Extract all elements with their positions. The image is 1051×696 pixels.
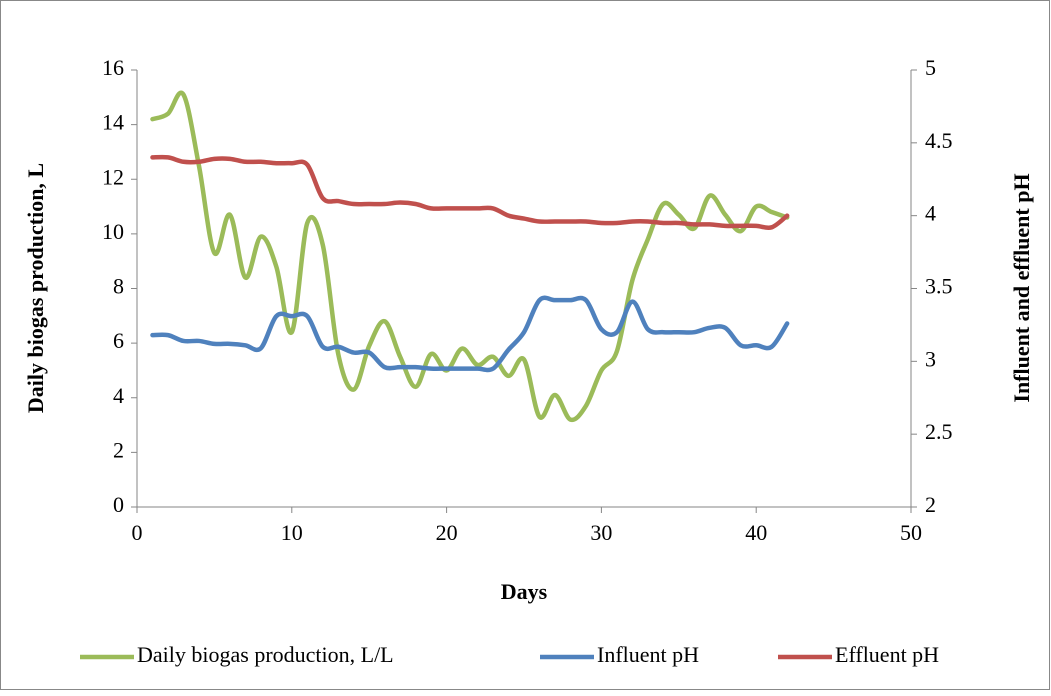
y-axis-title: Daily biogas production, L — [23, 163, 48, 413]
legend-label: Daily biogas production, L/L — [137, 642, 394, 667]
legend-label: Influent pH — [597, 642, 699, 667]
y-tick-label: 4 — [113, 383, 124, 408]
x-tick-label: 10 — [281, 520, 303, 545]
x-tick-label: 30 — [590, 520, 612, 545]
y2-tick-label: 3 — [925, 346, 936, 371]
y2-tick-label: 5 — [925, 55, 936, 80]
x-tick-label: 20 — [436, 520, 458, 545]
y2-tick-label: 4 — [925, 201, 936, 226]
legend-label: Effluent pH — [835, 642, 939, 667]
y2-tick-label: 2 — [925, 492, 936, 517]
x-tick-label: 50 — [900, 520, 922, 545]
series-line — [150, 154, 790, 231]
y-tick-label: 2 — [113, 437, 124, 462]
x-axis-title: Days — [501, 579, 548, 604]
y-tick-label: 10 — [102, 219, 124, 244]
x-tick-label: 40 — [745, 520, 767, 545]
y-tick-label: 6 — [113, 328, 124, 353]
x-tick-label: 0 — [132, 520, 143, 545]
y-tick-label: 8 — [113, 274, 124, 299]
series-line — [150, 90, 790, 423]
y2-tick-label: 4.5 — [925, 128, 953, 153]
y-tick-label: 16 — [102, 55, 124, 80]
y2-tick-label: 2.5 — [925, 419, 953, 444]
y-tick-label: 0 — [113, 492, 124, 517]
y-tick-label: 12 — [102, 164, 124, 189]
series-line — [150, 295, 790, 373]
y2-tick-label: 3.5 — [925, 274, 953, 299]
y-tick-label: 14 — [102, 110, 124, 135]
y2-axis-title: Influent and effluent pH — [1009, 173, 1034, 402]
